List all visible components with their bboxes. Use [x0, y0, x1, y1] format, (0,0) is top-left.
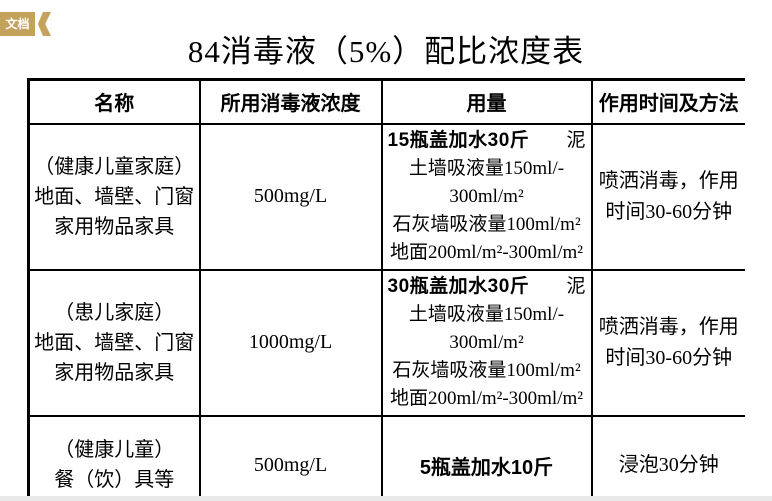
cell-name: （患儿家庭） 地面、墙壁、门窗 家用物品家具: [27, 268, 201, 417]
cell-method: 喷洒消毒，作用 时间30-60分钟: [590, 268, 745, 417]
dosage-bold-text: 5瓶盖加水10斤: [419, 456, 554, 479]
name-line: 家用物品家具: [54, 215, 175, 238]
cell-method: 浸泡30分钟: [590, 414, 745, 496]
header-cell-name: 名称: [27, 78, 201, 125]
method-line: 时间30-60分钟: [605, 200, 733, 223]
page-title: 84消毒液（5%）配比浓度表: [187, 34, 585, 69]
table-row: （健康儿童） 餐（饮）具等 500mg/L 5瓶盖加水10斤 浸泡30分钟: [27, 414, 745, 496]
dosage-line: 土墙吸液量150ml/-: [408, 303, 565, 325]
dosage-line: 地面200ml/m²-300ml/m²: [390, 387, 583, 409]
dosage-line: 地面200ml/m²-300ml/m²: [390, 241, 583, 263]
header-cell-concentration: 所用消毒液浓度: [198, 78, 383, 125]
document-tag[interactable]: 文档: [0, 12, 51, 36]
name-line: （患儿家庭）: [54, 301, 175, 324]
dosage-headline: 15瓶盖加水30斤 泥: [386, 127, 588, 155]
cell-method: 喷洒消毒，作用 时间30-60分钟: [590, 122, 745, 271]
dosage-line: 300ml/m²: [449, 185, 524, 207]
chevron-left-icon: [38, 12, 51, 36]
document-tag-label[interactable]: 文档: [0, 12, 35, 36]
name-line: 家用物品家具: [54, 361, 175, 384]
dosage-bold-text: 15瓶盖加水30斤: [387, 129, 530, 151]
header-cell-method: 作用时间及方法: [590, 78, 745, 125]
name-line: （健康儿童家庭）: [34, 155, 195, 178]
table-row: （健康儿童家庭） 地面、墙壁、门窗 家用物品家具 500mg/L 15瓶盖加水3…: [27, 122, 745, 271]
dosage-line: 土墙吸液量150ml/-: [408, 157, 565, 179]
cell-dosage: 5瓶盖加水10斤: [380, 414, 593, 496]
dosage-line: 石灰墙吸液量100ml/m²: [392, 359, 581, 381]
dosage-line: 300ml/m²: [449, 331, 524, 353]
method-line: 浸泡30分钟: [618, 453, 719, 476]
header-cell-dosage: 用量: [380, 78, 593, 125]
name-line: 餐（饮）具等: [54, 469, 175, 492]
cell-concentration: 500mg/L: [198, 414, 383, 496]
method-line: 喷洒消毒，作用: [598, 169, 739, 192]
name-line: 地面、墙壁、门窗: [34, 185, 195, 208]
cell-dosage: 15瓶盖加水30斤 泥 土墙吸液量150ml/- 300ml/m² 石灰墙吸液量…: [380, 122, 593, 271]
header-row: 名称 所用消毒液浓度 用量 作用时间及方法: [27, 78, 745, 125]
dosage-headline: 30瓶盖加水30斤 泥: [386, 273, 588, 301]
table-row: （患儿家庭） 地面、墙壁、门窗 家用物品家具 1000mg/L 30瓶盖加水30…: [27, 268, 745, 417]
dosage-trailing-text: 泥: [566, 275, 586, 297]
method-line: 时间30-60分钟: [605, 346, 733, 369]
bottom-edge-strip: [0, 496, 772, 501]
cell-concentration: 500mg/L: [198, 122, 383, 271]
dosage-trailing-text: 泥: [566, 129, 586, 151]
cell-dosage: 30瓶盖加水30斤 泥 土墙吸液量150ml/- 300ml/m² 石灰墙吸液量…: [380, 268, 593, 417]
concentration-table-container: 名称 所用消毒液浓度 用量 作用时间及方法 （健康儿童家庭） 地面、墙壁、门窗 …: [27, 78, 745, 496]
dosage-line: 石灰墙吸液量100ml/m²: [392, 213, 581, 235]
name-line: （健康儿童）: [54, 439, 175, 462]
name-line: 地面、墙壁、门窗: [34, 331, 195, 354]
method-line: 喷洒消毒，作用: [598, 315, 739, 338]
dosage-bold-text: 30瓶盖加水30斤: [387, 275, 530, 297]
cell-concentration: 1000mg/L: [198, 268, 383, 417]
cell-name: （健康儿童） 餐（饮）具等: [27, 414, 201, 496]
cell-name: （健康儿童家庭） 地面、墙壁、门窗 家用物品家具: [27, 122, 201, 271]
concentration-table: 名称 所用消毒液浓度 用量 作用时间及方法 （健康儿童家庭） 地面、墙壁、门窗 …: [27, 78, 745, 496]
